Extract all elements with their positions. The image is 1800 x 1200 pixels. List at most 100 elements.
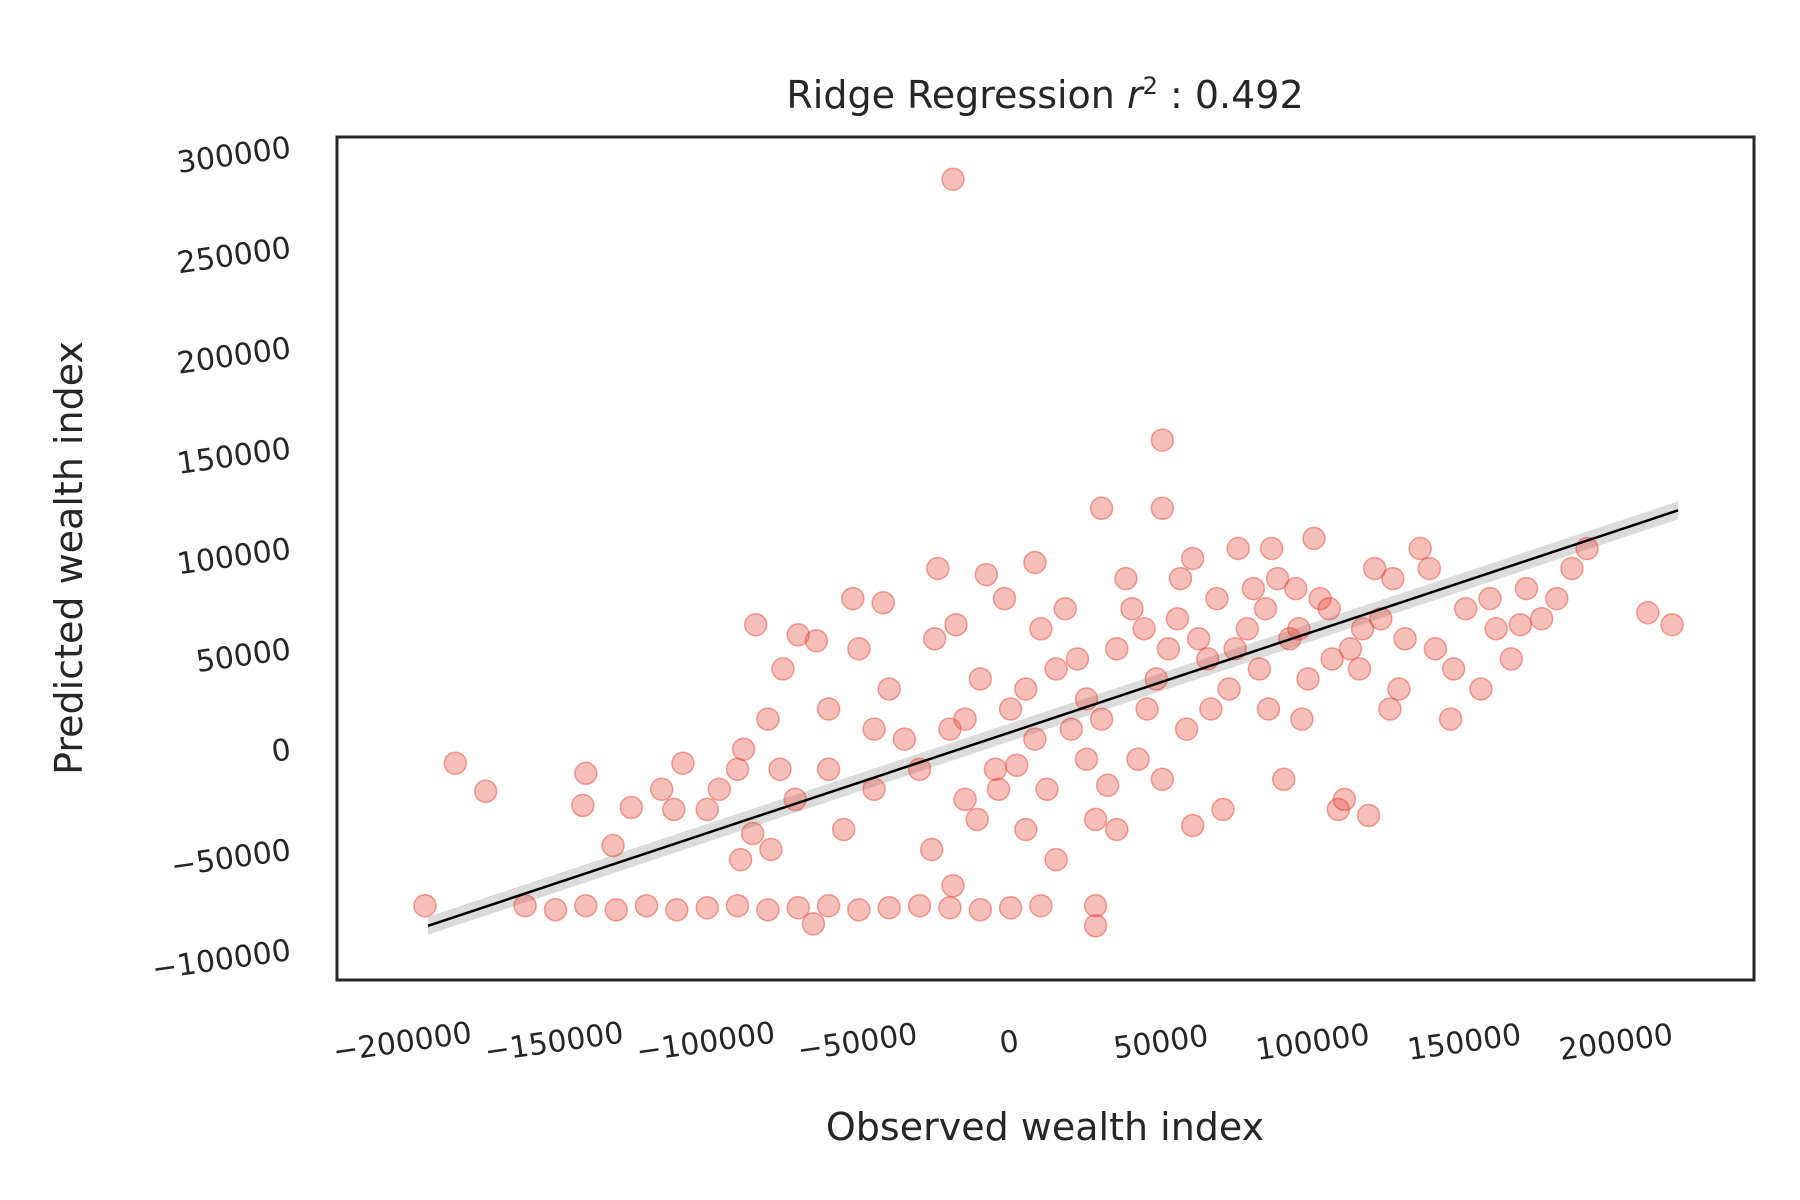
chart-title-prefix: Ridge Regression (786, 73, 1127, 117)
x-tick-label: 50000 (1111, 1019, 1210, 1067)
x-tick-label: 100000 (1254, 1017, 1372, 1068)
scatter-point (1393, 627, 1417, 651)
scatter-point (1441, 657, 1466, 681)
y-tick-label: 100000 (175, 532, 293, 583)
scatter-point (695, 797, 719, 822)
x-tick-label: 0 (997, 1024, 1021, 1061)
scatter-point (1369, 606, 1393, 631)
scatter-point (695, 895, 719, 920)
scatter-point (1132, 617, 1156, 641)
scatter-point (1180, 546, 1205, 571)
scatter-point (919, 837, 944, 862)
y-tick-label: 300000 (175, 130, 293, 181)
scatter-point (862, 717, 886, 741)
scatter-point (1259, 536, 1284, 561)
x-tick-label: −50000 (795, 1017, 919, 1068)
scatter-point (983, 757, 1008, 782)
scatter-point (1235, 617, 1260, 641)
scatter-point (759, 837, 783, 862)
regression-line-layer (427, 509, 1679, 927)
scatter-point (1302, 526, 1326, 551)
y-tick-label: 150000 (175, 431, 293, 482)
scatter-point (1004, 753, 1029, 777)
scatter-point (725, 757, 750, 782)
scatter-point (1199, 697, 1223, 721)
scatter-point (941, 873, 965, 898)
scatter-point (1217, 677, 1241, 701)
scatter-point (543, 898, 568, 922)
scatter-point (1174, 717, 1199, 741)
scatter-point (1226, 536, 1250, 561)
scatter-point (1378, 697, 1402, 721)
scatter-point (1083, 807, 1108, 832)
x-tick-label: 150000 (1405, 1017, 1523, 1068)
scatter-point (944, 612, 968, 637)
scatter-point (974, 562, 999, 587)
scatter-point (926, 556, 950, 581)
scatter-point (1074, 747, 1099, 771)
scatter-point (571, 793, 595, 818)
scatter-point (1114, 566, 1138, 591)
scatter-point (513, 893, 537, 918)
scatter-point (1478, 586, 1502, 611)
scatter-point (1320, 647, 1344, 671)
scatter-point (731, 737, 756, 761)
scatter-point (1271, 767, 1296, 792)
scatter-point (1165, 606, 1190, 631)
scatter-point (1180, 813, 1205, 838)
scatter-point (1205, 586, 1229, 611)
scatter-point (1247, 657, 1272, 681)
scatter-point (1035, 777, 1059, 802)
scatter-point (816, 893, 841, 918)
scatter-point (1338, 637, 1363, 661)
scatter-point (831, 817, 856, 842)
scatter-point (1044, 657, 1068, 681)
scatter-point (1156, 637, 1181, 661)
scatter-point (768, 757, 792, 782)
scatter-point (922, 627, 947, 651)
x-tick-label: −150000 (483, 1016, 626, 1070)
scatter-point (1065, 647, 1090, 671)
scatter-point (1089, 496, 1114, 521)
scatter-point (473, 779, 498, 804)
scatter-point (1514, 576, 1539, 601)
scatter-point (1014, 677, 1038, 701)
scatter-point (1417, 556, 1442, 581)
scatter-point (1256, 697, 1281, 721)
scatter-point (756, 898, 780, 922)
scatter-point (1150, 428, 1175, 452)
scatter-point (1083, 893, 1108, 918)
y-axis-label: Predicted wealth index (47, 341, 91, 775)
scatter-point (1284, 576, 1308, 601)
scatter-point (998, 697, 1023, 721)
scatter-point (1126, 747, 1150, 771)
scatter-point (1362, 556, 1387, 581)
scatter-point (743, 612, 768, 637)
scatter-point (1469, 677, 1493, 701)
scatter-point (1296, 667, 1320, 691)
scatter-point (1186, 627, 1211, 651)
scatter-point (1350, 617, 1375, 641)
scatter-point (968, 898, 993, 922)
y-tick-label: 50000 (194, 632, 293, 680)
scatter-point (1029, 893, 1053, 918)
scatter-point (1023, 727, 1047, 751)
scatter-point (907, 893, 932, 918)
chart-title-superscript: 2 (1143, 72, 1158, 100)
scatter-point (892, 727, 917, 751)
y-tick-labels: −100000 −50000 0 50000 100000 150000 200000 250… (150, 130, 293, 987)
y-tick-label: 250000 (175, 231, 293, 282)
y-tick-label: 200000 (175, 331, 293, 382)
scatter-point (1095, 773, 1120, 798)
scatter-point (1408, 536, 1432, 561)
scatter-point (847, 637, 871, 661)
scatter-point (1241, 576, 1266, 601)
scatter-point (1105, 817, 1129, 842)
scatter-point (740, 821, 765, 846)
scatter-point (1499, 647, 1524, 671)
scatter-point (1356, 803, 1381, 828)
scatter-point (816, 697, 841, 721)
scatter-point (786, 895, 810, 920)
